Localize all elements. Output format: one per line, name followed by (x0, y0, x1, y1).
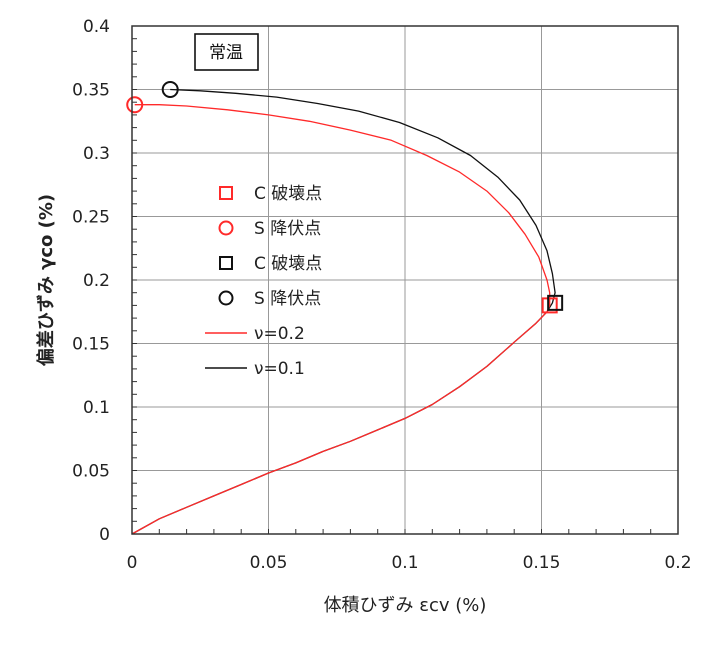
y-tick-label-5: 0.25 (72, 208, 110, 228)
point-marker-circle-3 (161, 81, 179, 98)
annotation-box (194, 33, 259, 71)
legend-marker-circle-3 (218, 290, 234, 306)
legend-label-2: C 破壊点 (254, 254, 322, 274)
legend-marker-square-2 (219, 256, 233, 270)
y-tick-label-7: 0.35 (72, 81, 110, 101)
x-axis-title: 体積ひずみ εcv (%) (324, 595, 487, 616)
legend-label-1: S 降伏点 (254, 219, 321, 239)
special-points (126, 81, 564, 314)
legend-label-4: ν=0.2 (254, 324, 305, 344)
y-tick-label-8: 0.4 (83, 17, 110, 37)
plot-frame (131, 25, 679, 535)
x-tick-label-0: 0 (127, 553, 138, 573)
y-tick-label-0: 0 (99, 525, 110, 545)
point-marker-square-0 (541, 297, 558, 314)
x-tick-labels: 0 0.05 0.1 0.15 0.2 (127, 553, 692, 573)
y-tick-label-3: 0.15 (72, 335, 110, 355)
annotation-text: 常温 (209, 43, 243, 63)
legend: C 破壊点 S 降伏点 C 破壊点 S 降伏点 ν=0.2 ν=0.1 (205, 184, 322, 379)
legend-label-3: S 降伏点 (254, 289, 321, 309)
legend-marker-square-0 (219, 186, 233, 200)
x-tick-label-2: 0.1 (391, 553, 418, 573)
point-marker-circle-1 (126, 96, 144, 114)
x-tick-label-1: 0.05 (250, 553, 288, 573)
y-axis-title: 偏差ひずみ γco (%) (35, 194, 57, 366)
y-tick-label-6: 0.3 (83, 144, 110, 164)
x-tick-label-3: 0.15 (523, 553, 561, 573)
legend-label-5: ν=0.1 (254, 359, 305, 379)
y-tick-label-1: 0.05 (72, 462, 110, 482)
point-marker-square-2 (547, 294, 564, 311)
legend-marker-circle-1 (218, 220, 234, 236)
x-tick-label-4: 0.2 (664, 553, 691, 573)
y-tick-labels: 0 0.05 0.1 0.15 0.2 0.25 0.3 0.35 0.4 (72, 17, 110, 545)
legend-label-0: C 破壊点 (254, 184, 322, 204)
condition-annotation: 常温 (194, 33, 259, 71)
y-tick-label-4: 0.2 (83, 271, 110, 291)
y-tick-label-2: 0.1 (83, 398, 110, 418)
